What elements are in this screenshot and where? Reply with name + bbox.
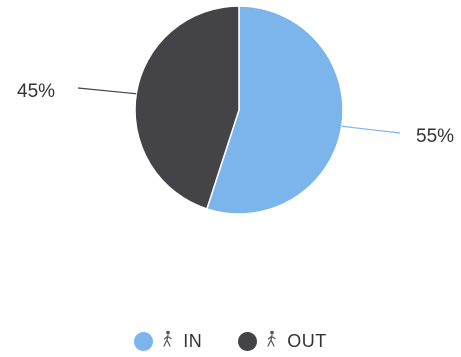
legend-dot-out	[238, 331, 258, 351]
pie-chart-svg: 55% 45%	[17, 5, 454, 215]
person-walking-icon	[161, 330, 175, 352]
leader-line-in	[341, 125, 401, 134]
legend-item-in[interactable]: IN	[134, 330, 202, 352]
legend-item-out[interactable]: OUT	[238, 330, 327, 352]
legend-dot-in	[134, 331, 154, 351]
leader-line-out	[77, 87, 137, 95]
legend-label-in: IN	[183, 330, 203, 351]
pie-slice-in[interactable]	[205, 5, 344, 215]
data-label-out: 45%	[17, 81, 55, 102]
pie-slice-out[interactable]	[134, 5, 240, 210]
chart-legend: IN OUT	[0, 330, 461, 352]
legend-label-out: OUT	[287, 330, 327, 351]
data-label-in: 55%	[416, 126, 454, 147]
person-walking-icon	[265, 330, 279, 352]
